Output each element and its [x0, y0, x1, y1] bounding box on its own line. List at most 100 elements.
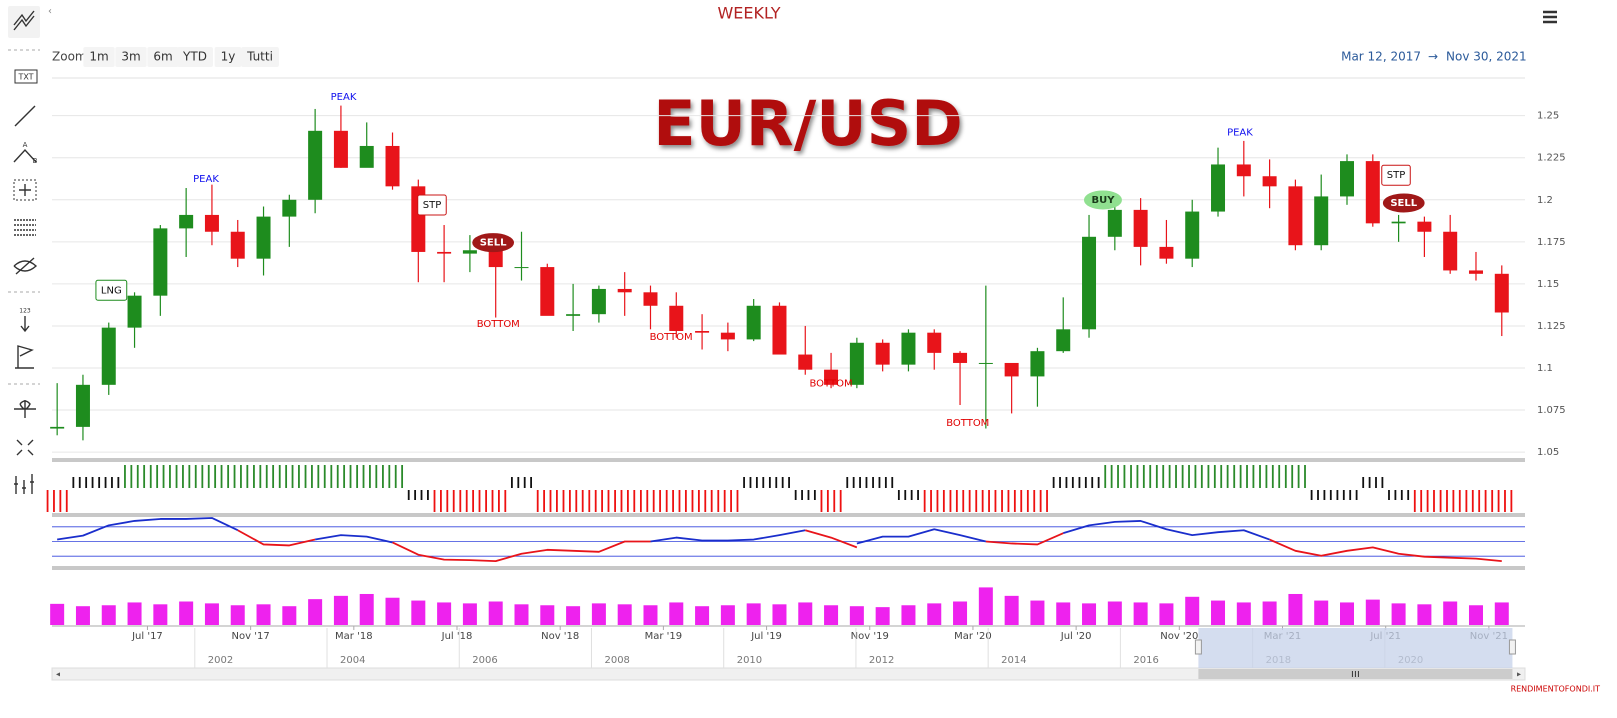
- annotation: STP: [417, 194, 447, 216]
- zoom-button[interactable]: 3m: [115, 47, 147, 67]
- candle-body: [540, 267, 555, 316]
- scroll-arrow[interactable]: ◂: [56, 670, 60, 679]
- navigator-label: 2014: [1001, 655, 1026, 666]
- candle-body: [798, 354, 813, 370]
- tool-icon[interactable]: [13, 257, 38, 275]
- annotation: PEAK: [1227, 128, 1253, 139]
- volume-bar: [849, 606, 864, 625]
- zoom-button[interactable]: 6m: [147, 47, 179, 67]
- x-tick-label: Mar '18: [335, 631, 373, 642]
- y-tick-label: 1.2: [1537, 195, 1553, 206]
- signal-bar: [1284, 465, 1306, 488]
- y-tick-label: 1.15: [1537, 279, 1559, 290]
- tool-label: 123: [19, 308, 31, 315]
- volume-bar: [901, 605, 916, 625]
- tool-icon[interactable]: [14, 474, 34, 494]
- zoom-button-label: 6m: [153, 50, 172, 64]
- tool-icon[interactable]: [14, 105, 36, 127]
- navigator-label: 2010: [737, 655, 762, 666]
- zoom-button[interactable]: Tutti: [241, 47, 279, 67]
- tool-icon[interactable]: [13, 148, 37, 163]
- signal-bar: [975, 490, 997, 512]
- tool-icon[interactable]: [14, 69, 38, 84]
- signal-bar: [1155, 465, 1177, 488]
- volume-bar: [1056, 602, 1071, 625]
- zoom-button-label: 1m: [89, 50, 108, 64]
- navigator-handle[interactable]: [1194, 639, 1202, 655]
- signal-bar: [872, 477, 894, 488]
- volume-bar: [256, 604, 271, 625]
- volume-bar: [1030, 600, 1045, 625]
- candle-body: [1262, 176, 1277, 187]
- tool-label: A: [23, 141, 28, 149]
- tool-icon[interactable]: [14, 219, 36, 236]
- volume-bar: [978, 587, 993, 625]
- annotation: STP: [1381, 164, 1411, 186]
- navigator-label: 2004: [340, 655, 365, 666]
- candle-body: [1417, 221, 1432, 232]
- toolbar: ‹ TXT A B 123: [8, 6, 52, 494]
- signal-bar: [433, 490, 455, 512]
- date-from[interactable]: Mar 12, 2017: [1341, 50, 1421, 64]
- annotation-label: STP: [1387, 170, 1406, 181]
- scrollbar[interactable]: [51, 667, 1526, 681]
- zoom-button-bg: [177, 47, 213, 67]
- candle-body: [1391, 221, 1406, 224]
- candle-body: [462, 250, 477, 254]
- signal-bar: [588, 490, 610, 512]
- volume-bar: [643, 605, 658, 625]
- navigator-selection: [1198, 628, 1513, 668]
- panel-separator: [52, 458, 1525, 462]
- tool-icon[interactable]: [16, 439, 34, 456]
- signal-bar: [46, 490, 68, 512]
- candle-body: [772, 305, 787, 355]
- signal-bar: [1413, 490, 1435, 512]
- zoom-button-label: 1y: [221, 50, 236, 64]
- tool-icon[interactable]: [20, 316, 30, 333]
- signal-bar: [98, 477, 120, 488]
- signal-bar: [330, 465, 352, 488]
- tool-icon[interactable]: [13, 179, 37, 201]
- volume-bar: [1365, 599, 1380, 625]
- candle-body: [591, 288, 606, 315]
- volume-bar: [282, 606, 297, 625]
- scroll-arrow[interactable]: ▸: [1517, 670, 1521, 679]
- signal-bar: [743, 477, 765, 488]
- annotation-label: PEAK: [193, 174, 219, 185]
- volume-bar: [1211, 600, 1226, 625]
- signal-bar: [562, 490, 584, 512]
- candle-body: [1185, 211, 1200, 259]
- candle-body: [1030, 351, 1045, 377]
- signal-bar: [846, 477, 868, 488]
- zoom-button[interactable]: 1y: [214, 47, 242, 67]
- x-tick-label: Mar '20: [954, 631, 992, 642]
- signal-bar: [949, 490, 971, 512]
- toolbar-collapse[interactable]: ‹: [48, 6, 52, 17]
- x-tick-label: Mar '19: [645, 631, 683, 642]
- date-to[interactable]: Nov 30, 2021: [1446, 50, 1527, 64]
- tool-icon[interactable]: [15, 345, 34, 369]
- annotation: PEAK: [193, 174, 219, 185]
- tool-icon[interactable]: [14, 400, 36, 418]
- candle-body: [1314, 196, 1329, 246]
- zoom-button[interactable]: 1m: [83, 47, 115, 67]
- candle-body: [230, 231, 245, 259]
- volume-bar: [875, 607, 890, 625]
- navigator-handle[interactable]: [1508, 639, 1516, 655]
- candle-body: [1082, 236, 1097, 330]
- volume-bar: [1107, 601, 1122, 625]
- candle-body: [1288, 186, 1303, 246]
- signal-bar: [356, 465, 378, 488]
- volume-bar: [153, 604, 168, 625]
- candle-body: [1133, 209, 1148, 247]
- candle-body: [695, 330, 710, 333]
- volume-bar: [540, 605, 555, 625]
- candle-body: [437, 251, 452, 254]
- candle-body: [359, 145, 374, 168]
- volume-bar: [179, 601, 194, 625]
- candle-body: [1443, 231, 1458, 271]
- signal-bar: [511, 477, 533, 488]
- zoom-button[interactable]: YTD: [177, 47, 213, 67]
- menu-button[interactable]: [1543, 10, 1557, 24]
